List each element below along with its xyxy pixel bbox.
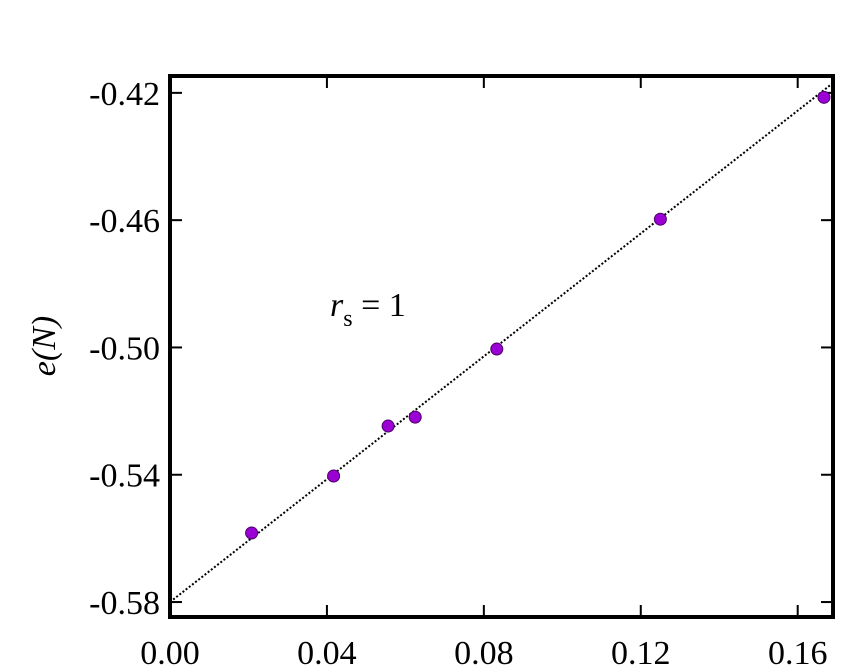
data-point (408, 410, 422, 424)
x-tick-label: 0.00 (140, 635, 200, 670)
data-point (490, 342, 504, 356)
data-point (653, 212, 667, 226)
data-point (381, 419, 395, 433)
y-tick-label: -0.58 (89, 585, 160, 622)
y-tick-label: -0.50 (89, 330, 160, 367)
data-point (245, 526, 259, 540)
annotation: rs = 1 (330, 287, 406, 332)
annotation-subscript: s (343, 306, 352, 332)
y-axis-label: e(N) (26, 316, 63, 376)
x-tick-label: 0.04 (297, 635, 357, 670)
annotation-main: r (330, 287, 344, 324)
fit-line (169, 82, 834, 603)
y-tick-label: -0.46 (89, 203, 160, 240)
x-tick-label: 0.08 (454, 635, 514, 670)
y-tick-label: -0.42 (89, 76, 160, 113)
annotation-tail: = 1 (353, 287, 406, 324)
plot-frame (168, 74, 835, 619)
x-tick-label: 0.12 (611, 635, 671, 670)
data-point (327, 469, 341, 483)
data-point (817, 90, 831, 104)
y-tick-label: -0.54 (89, 458, 160, 495)
x-tick-label: 0.16 (768, 635, 828, 670)
